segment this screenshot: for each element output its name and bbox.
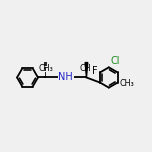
Text: NH: NH xyxy=(59,73,73,83)
Text: CH₃: CH₃ xyxy=(38,64,53,73)
Text: F: F xyxy=(92,66,97,76)
Text: Cl: Cl xyxy=(110,56,119,66)
Text: CH₃: CH₃ xyxy=(119,79,134,88)
Text: CH₃: CH₃ xyxy=(79,64,94,73)
Polygon shape xyxy=(85,63,88,78)
